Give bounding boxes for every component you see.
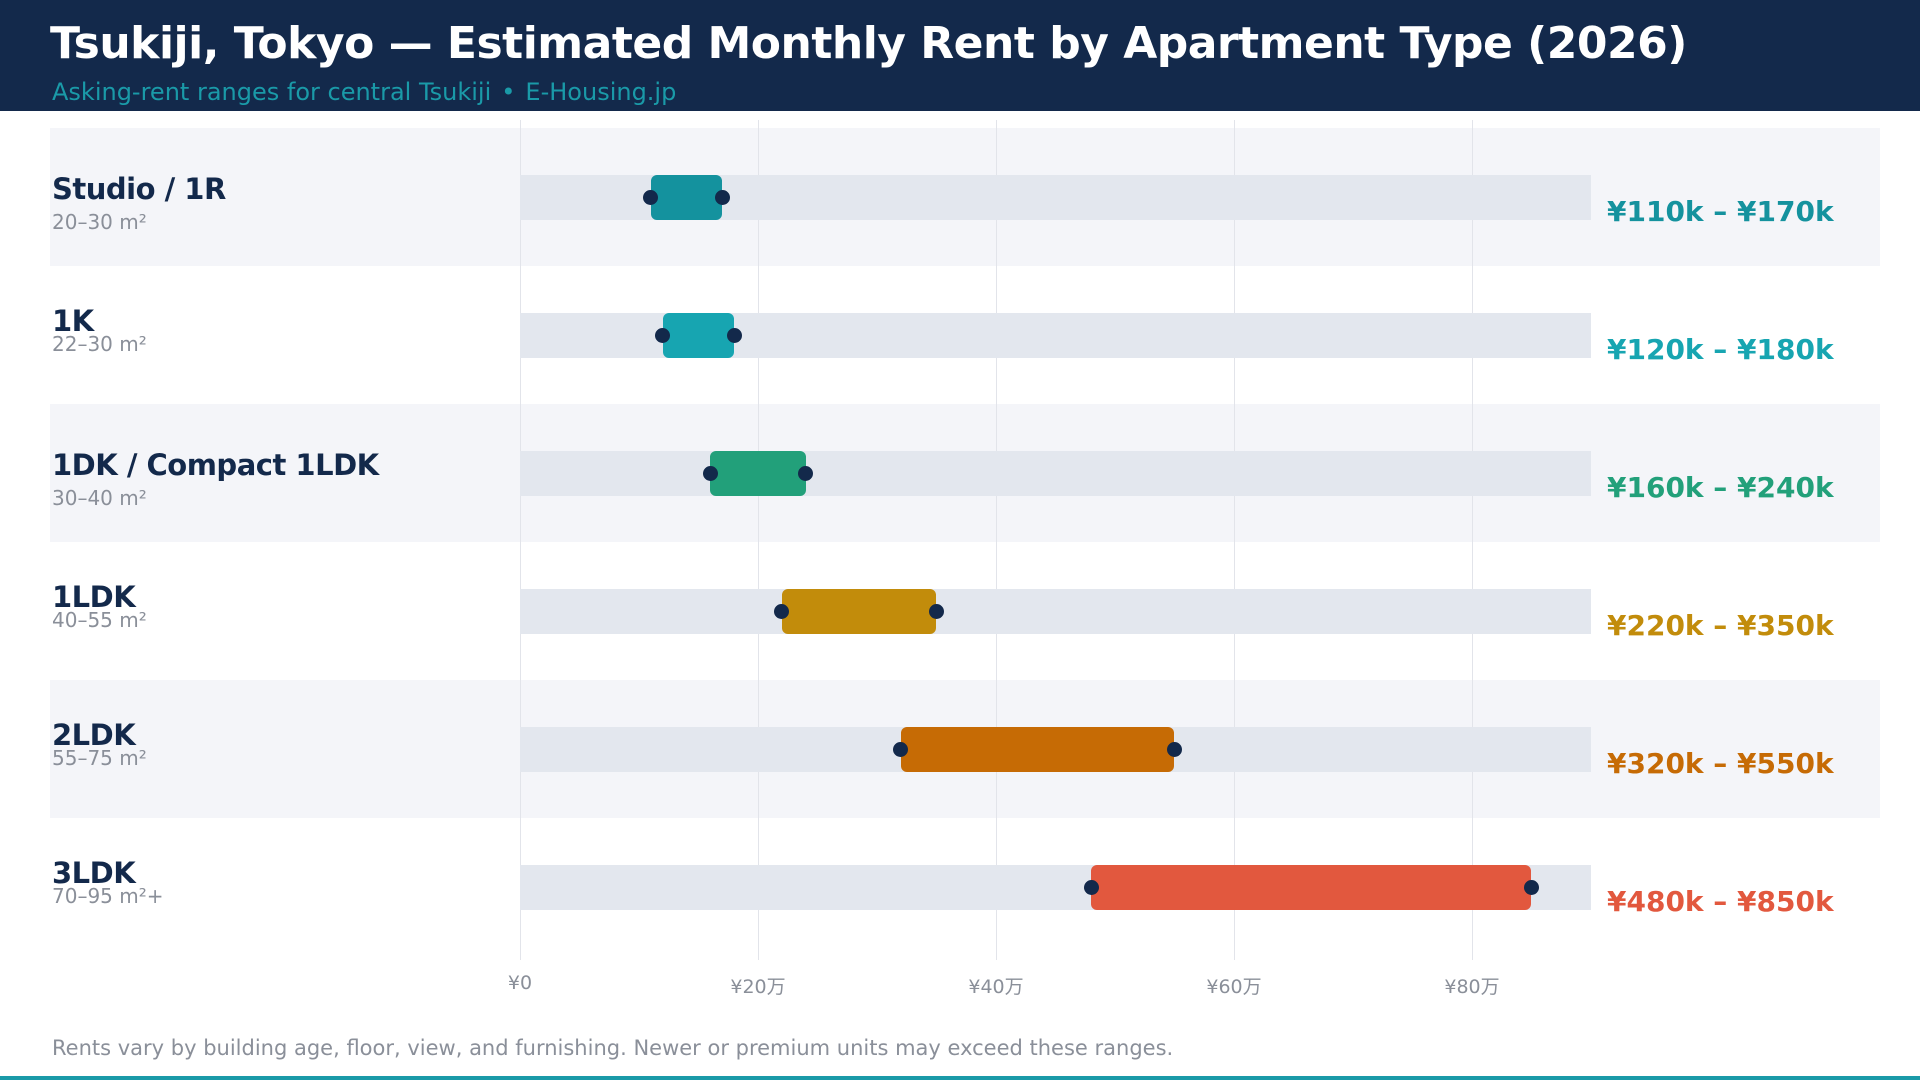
range-value-label: ¥110k – ¥170k <box>1607 195 1834 228</box>
range-high-dot <box>1167 742 1182 757</box>
category-label: 1DK / Compact 1LDK <box>52 448 379 482</box>
x-gridline <box>520 120 521 960</box>
subtitle-text: Asking-rent ranges for central Tsukiji <box>52 78 492 106</box>
category-size: 30–40 m² <box>52 486 147 510</box>
header-banner: Tsukiji, Tokyo — Estimated Monthly Rent … <box>0 0 1920 111</box>
x-gridline <box>1472 120 1473 960</box>
range-high-dot <box>929 604 944 619</box>
range-low-dot <box>643 190 659 205</box>
range-value-label: ¥220k – ¥350k <box>1607 609 1834 642</box>
range-low-dot <box>774 604 790 619</box>
range-low-dot <box>1083 880 1099 895</box>
category-size: 55–75 m² <box>52 746 147 770</box>
range-high-dot <box>1524 880 1539 895</box>
x-tick-label: ¥60万 <box>1206 976 1262 998</box>
range-value-label: ¥160k – ¥240k <box>1607 471 1834 504</box>
subtitle-separator: • <box>501 78 516 106</box>
range-bar <box>710 451 806 496</box>
range-low-dot <box>655 328 671 343</box>
range-value-label: ¥120k – ¥180k <box>1607 333 1834 366</box>
category-size: 40–55 m² <box>52 608 147 632</box>
range-low-dot <box>893 742 909 757</box>
x-gridline <box>996 120 997 960</box>
range-high-dot <box>798 466 814 481</box>
source-label: E-Housing.jp <box>525 78 677 106</box>
chart-title: Tsukiji, Tokyo — Estimated Monthly Rent … <box>50 18 1687 69</box>
category-label: 1K <box>52 304 94 338</box>
chart-subtitle: Asking-rent ranges for central Tsukiji • E… <box>52 78 676 106</box>
range-high-dot <box>714 190 730 205</box>
range-bar <box>781 589 937 634</box>
category-label: Studio / 1R <box>52 172 226 206</box>
footnote: Rents vary by building age, floor, view,… <box>52 1036 1174 1060</box>
range-bar <box>900 727 1175 772</box>
range-value-label: ¥320k – ¥550k <box>1607 747 1834 780</box>
x-gridline <box>758 120 759 960</box>
category-label: 2LDK <box>52 718 136 752</box>
category-size: 22–30 m² <box>52 332 147 356</box>
x-tick-label: ¥80万 <box>1444 976 1500 998</box>
range-high-dot <box>726 328 742 343</box>
x-tick-label: ¥0 <box>507 972 533 994</box>
category-size: 70–95 m²+ <box>52 884 164 908</box>
x-gridline <box>1234 120 1235 960</box>
x-tick-label: ¥40万 <box>968 976 1024 998</box>
range-track <box>520 451 1591 496</box>
range-bar <box>650 175 723 220</box>
range-bar <box>662 313 735 358</box>
category-size: 20–30 m² <box>52 210 147 234</box>
range-bar <box>1091 865 1532 910</box>
range-value-label: ¥480k – ¥850k <box>1607 885 1834 918</box>
category-label: 3LDK <box>52 856 136 890</box>
bottom-rule <box>0 1076 1920 1080</box>
range-track <box>520 589 1591 634</box>
category-label: 1LDK <box>52 580 136 614</box>
x-tick-label: ¥20万 <box>730 976 786 998</box>
range-low-dot <box>702 466 718 481</box>
